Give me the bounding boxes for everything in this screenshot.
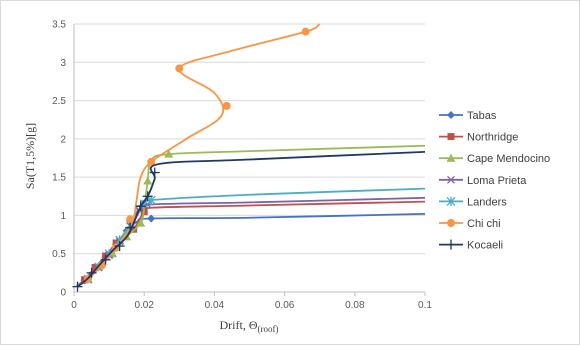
series-loma-prieta: [77, 196, 426, 287]
legend-item-cape-mendocino: Cape Mendocino: [439, 153, 550, 165]
legend-marker-tabas: [447, 111, 455, 119]
legend-label: Chi chi: [467, 218, 501, 230]
y-axis-title: Sa(T1,5%)[g]: [23, 123, 37, 189]
legend-label: Kocaeli: [467, 240, 503, 252]
legend-item-chi-chi: Chi chi: [439, 218, 501, 230]
legend-item-tabas: Tabas: [439, 110, 497, 122]
y-tick-label: 3.5: [52, 20, 66, 31]
y-tick-label: 3: [60, 58, 66, 69]
y-tick-label: 0.5: [52, 249, 66, 260]
y-tick-label: 1: [60, 211, 66, 222]
data-point-kocaeli: [100, 254, 111, 265]
series-line-loma-prieta: [77, 196, 426, 287]
grid-lines: [74, 23, 425, 255]
series-chi-chi: [77, 23, 321, 287]
data-point-kocaeli: [86, 267, 97, 278]
legend-label: Tabas: [467, 110, 497, 122]
data-point-chi-chi: [126, 215, 135, 224]
series-kocaeli: [72, 150, 426, 292]
legend-item-northridge: Northridge: [439, 132, 518, 144]
data-point-kocaeli: [125, 222, 136, 233]
y-tick-label: 0: [60, 288, 66, 299]
data-point-chi-chi: [175, 64, 184, 73]
data-point-chi-chi: [222, 101, 231, 110]
data-point-kocaeli: [135, 201, 146, 212]
x-axis-title-subscript: (roof): [258, 324, 279, 334]
data-point-tabas: [147, 214, 156, 223]
axes: 0 0.5 1 1.5 2 2.5 3 3.5 0 0.02 0.04 0.06 0.08 0.1: [52, 20, 432, 312]
x-axis-title: Drift, Θ(roof): [220, 318, 279, 334]
y-tick-label: 1.5: [52, 173, 66, 184]
legend-marker-chi-chi: [447, 219, 455, 227]
y-tick-label: 2: [60, 134, 66, 145]
data-point-northridge: [91, 263, 99, 271]
data-point-kocaeli: [114, 241, 125, 252]
legend-item-landers: Landers: [439, 196, 507, 208]
series-line-chi-chi: [77, 23, 321, 287]
data-point-chi-chi: [301, 27, 310, 36]
legend-item-kocaeli: Kocaeli: [439, 239, 503, 252]
data-point-kocaeli: [149, 167, 160, 178]
y-tick-label: 2.5: [52, 96, 66, 107]
data-point-cape-mendocino: [143, 176, 153, 185]
legend-label: Landers: [467, 196, 507, 208]
legend-label: Cape Mendocino: [467, 153, 550, 165]
data-point-landers: [146, 195, 156, 205]
series-layer: [72, 23, 426, 292]
x-tick-label: 0.04: [205, 300, 225, 311]
x-tick-label: 0.08: [345, 300, 365, 311]
legend-marker-northridge: [447, 133, 455, 141]
data-point-cape-mendocino: [164, 149, 174, 158]
x-tick-label: 0.06: [275, 300, 295, 311]
x-tick-label: 0.1: [418, 300, 432, 311]
legend-label: Loma Prieta: [467, 175, 527, 187]
legend-marker-loma-prieta: [447, 175, 455, 184]
x-tick-label: 0: [71, 300, 77, 311]
legend-label: Northridge: [467, 132, 518, 144]
legend-marker-kocaeli: [446, 239, 456, 250]
x-axis-title-main: Drift, Θ: [220, 318, 258, 332]
legend-marker-landers: [446, 196, 456, 206]
data-point-kocaeli: [72, 281, 83, 292]
legend-marker-cape-mendocino: [446, 153, 456, 162]
data-point-kocaeli: [142, 191, 153, 202]
legend-item-loma-prieta: Loma Prieta: [439, 175, 527, 187]
legend: Tabas Northridge Cape Mendocino Loma Prieta…: [439, 110, 550, 252]
data-point-chi-chi: [147, 157, 156, 166]
x-tick-label: 0.02: [134, 300, 154, 311]
data-point-cape-mendocino: [136, 218, 146, 227]
